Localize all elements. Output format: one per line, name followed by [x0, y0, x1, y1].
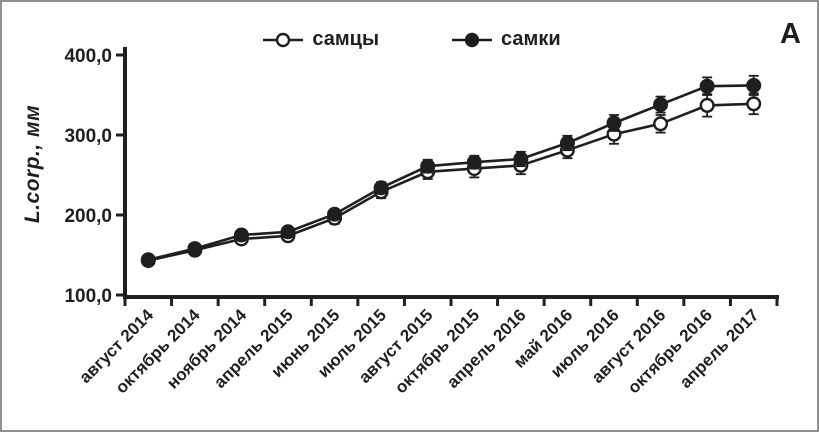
y-axis-ticks: 100,0 200,0 300,0 400,0	[64, 46, 125, 307]
data-point-females	[233, 227, 249, 243]
data-point-males	[653, 116, 669, 132]
data-point-females	[606, 115, 622, 131]
y-tick-label: 100,0	[64, 286, 112, 307]
data-point-females	[327, 206, 343, 222]
y-tick-label: 200,0	[64, 206, 112, 227]
y-axis-title: L.corp., мм	[21, 104, 44, 224]
data-point-females	[420, 158, 436, 174]
series-males	[140, 92, 762, 269]
data-point-males	[699, 97, 715, 113]
data-point-females	[699, 78, 715, 94]
series-females	[140, 74, 762, 268]
axes	[123, 47, 779, 299]
panel-label: А	[780, 18, 801, 50]
data-point-females	[746, 77, 762, 93]
data-point-females	[513, 151, 529, 167]
data-point-females	[653, 97, 669, 113]
data-point-females	[466, 154, 482, 170]
data-point-females	[280, 224, 296, 240]
y-tick-label: 400,0	[64, 46, 112, 67]
data-point-females	[559, 135, 575, 151]
data-point-males	[746, 96, 762, 112]
data-point-females	[140, 252, 156, 268]
data-point-females	[187, 241, 203, 257]
data-point-females	[373, 180, 389, 196]
y-tick-label: 300,0	[64, 126, 112, 147]
